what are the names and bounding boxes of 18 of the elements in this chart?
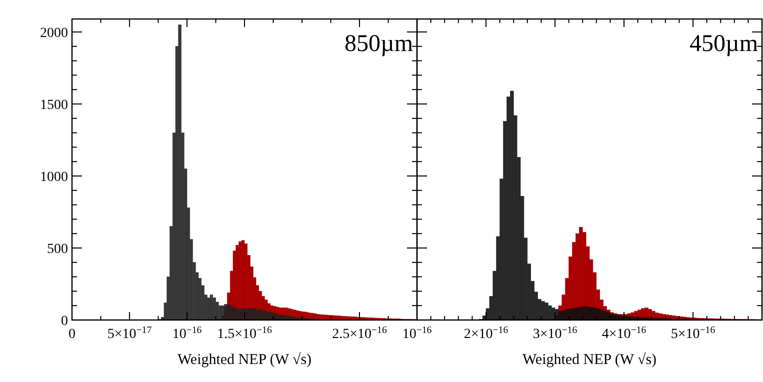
x-tick-label: 1.5×10$^{−16}$ [217, 324, 272, 342]
x-tick-label: 3×10$^{−16}$ [532, 324, 578, 342]
annotation: 450µm [690, 31, 758, 57]
y-tick-label: 1000 [40, 170, 68, 185]
y-tick-label: 0 [61, 314, 68, 329]
x-axis-title: Weighted NEP (W √s) [177, 352, 312, 368]
y-tick-label: 2000 [40, 26, 68, 41]
x-tick-label: 2×10$^{−16}$ [464, 324, 508, 342]
x-tick-label: 4×10$^{−16}$ [602, 324, 646, 342]
x-tick-label: 5×10$^{−17}$ [107, 324, 152, 342]
x-tick-label: 5×10$^{−16}$ [670, 324, 716, 342]
x-tick-label: 10$^{−16}$ [402, 324, 432, 342]
x-tick-label: 10$^{−16}$ [172, 324, 202, 342]
x-axis-title: Weighted NEP (W √s) [522, 352, 657, 368]
x-tick-label: 2.5×10$^{−16}$ [332, 324, 387, 342]
y-tick-label: 1500 [40, 98, 68, 113]
y-tick-label: 500 [47, 242, 68, 257]
annotation: 850µm [344, 31, 414, 57]
